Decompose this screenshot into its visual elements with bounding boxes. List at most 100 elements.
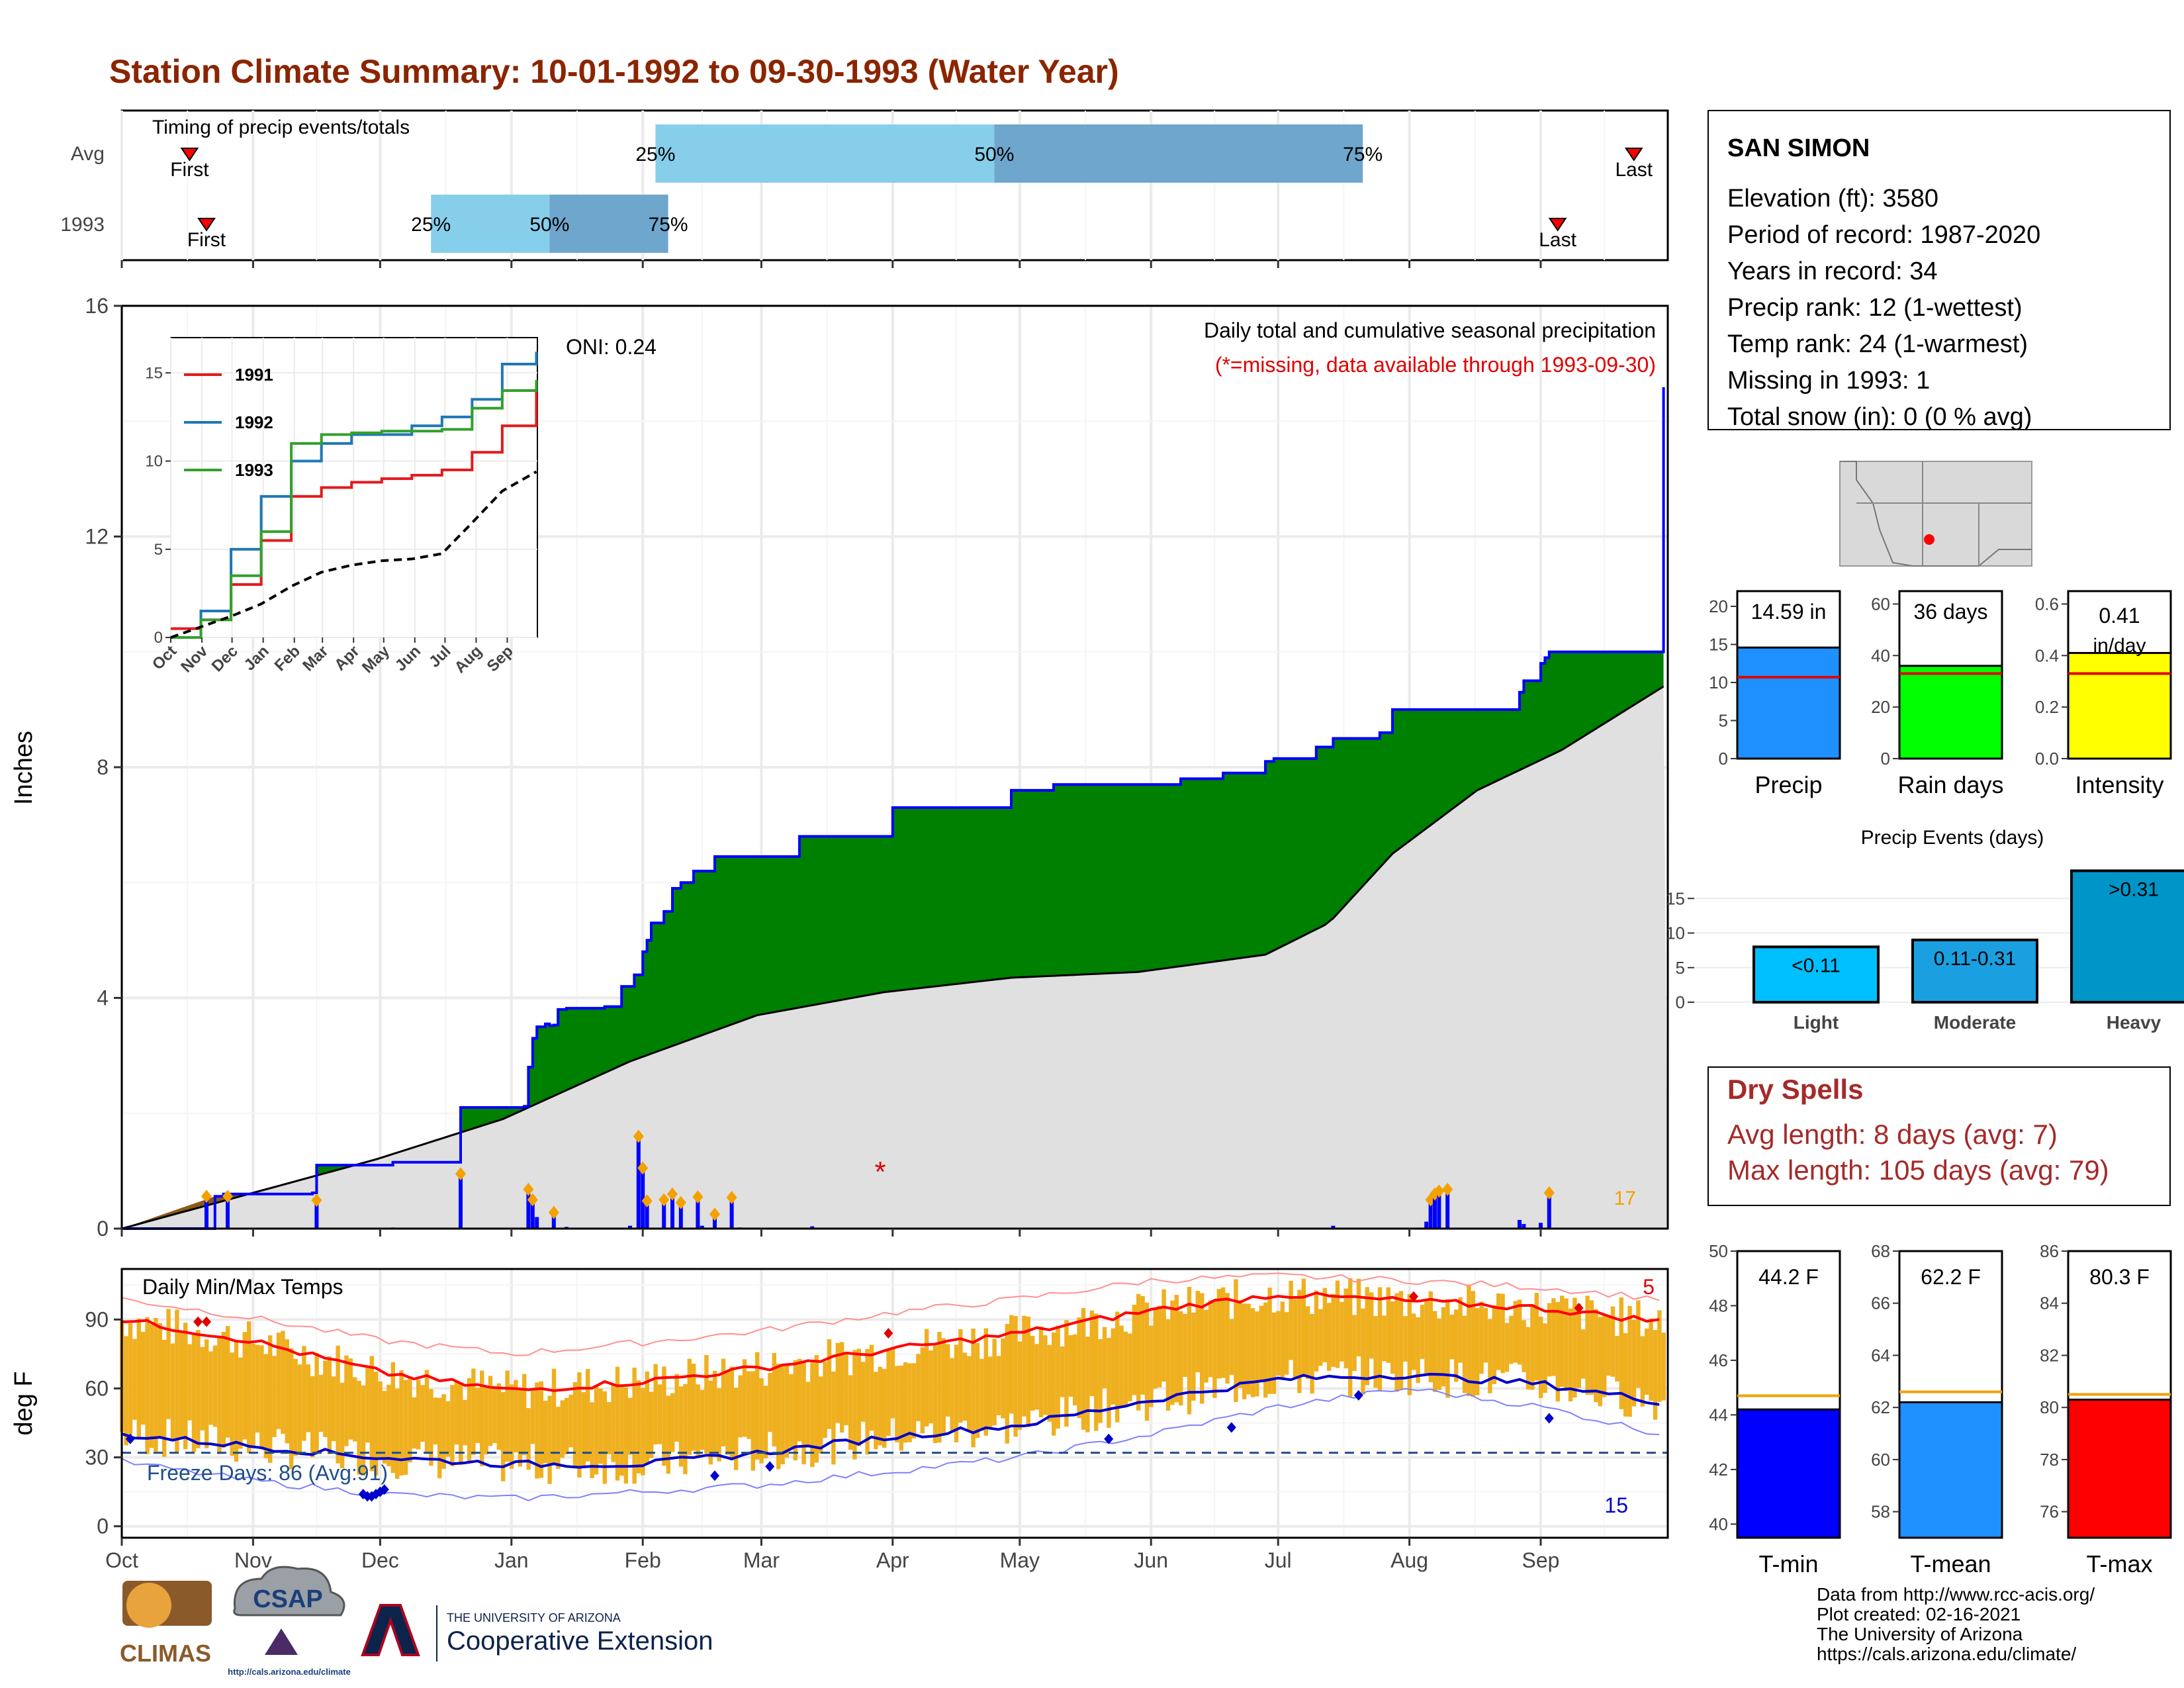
daily-temp-range-bar <box>505 1370 510 1462</box>
daily-temp-range-bar <box>124 1336 128 1446</box>
daily-temp-range-bar <box>929 1350 933 1424</box>
daily-temp-range-bar <box>666 1395 670 1474</box>
daily-precip-bar <box>226 1196 230 1229</box>
summary-y-tick-label: 0.0 <box>2035 749 2059 769</box>
daily-temp-range-bar <box>318 1374 324 1432</box>
daily-temp-range-bar <box>729 1366 734 1461</box>
station-line: Elevation (ft): 3580 <box>1727 185 1938 212</box>
daily-temp-range-bar <box>1394 1293 1399 1392</box>
temp-panel: 0 30 60 90 Oct Nov Dec Jan Feb Mar Apr May Jun Jul Au… <box>10 260 1669 1572</box>
daily-temp-range-bar <box>1488 1319 1492 1393</box>
daily-temp-range-bar <box>1271 1312 1277 1394</box>
daily-precip-bar <box>645 1201 649 1229</box>
daily-temp-range-bar <box>1424 1299 1429 1376</box>
daily-temp-range-bar <box>501 1391 506 1481</box>
daily-temp-range-bar <box>344 1355 349 1446</box>
daily-temp-range-bar <box>840 1342 844 1433</box>
daily-temp-range-bar <box>1267 1288 1272 1394</box>
daily-temp-range-bar <box>1263 1302 1268 1398</box>
temp-y-tick-label: 48 <box>1709 1295 1728 1315</box>
daily-temp-range-bar <box>1234 1279 1238 1403</box>
daily-precip-bar <box>628 1225 632 1229</box>
events-bar <box>1752 945 1880 1004</box>
timing-row-avg-label: Avg <box>71 143 105 165</box>
timing-panel: 25% 50% 75% First Last 25% 50% 75% First Last Tim… <box>60 109 1669 261</box>
daily-temp-range-bar <box>1492 1305 1496 1384</box>
daily-temp-range-bar <box>848 1375 853 1450</box>
daily-precip-bar <box>636 1136 641 1229</box>
temp-y-tick-label: 46 <box>1709 1350 1728 1370</box>
timing-marker-label: First <box>187 229 226 251</box>
temp-bar-label: T-min <box>1759 1550 1819 1577</box>
climas-sun-graphic <box>126 1583 171 1628</box>
daily-temp-range-bar <box>619 1387 624 1476</box>
station-line: Precip rank: 12 (1-wettest) <box>1727 294 2023 322</box>
temp-plot <box>120 1272 1668 1502</box>
events-value-label: <0.11 <box>1792 955 1841 976</box>
daily-temp-range-bar <box>154 1317 158 1452</box>
daily-precip-bar <box>1445 1189 1450 1229</box>
daily-temp-range-bar <box>514 1380 518 1453</box>
daily-temp-range-bar <box>323 1360 328 1438</box>
daily-temp-range-bar <box>1653 1330 1658 1420</box>
daily-temp-range-bar <box>281 1331 285 1434</box>
daily-temp-range-bar <box>1001 1338 1005 1419</box>
climas-wordmark: CLIMAS <box>120 1640 211 1667</box>
daily-temp-range-bar <box>899 1365 903 1451</box>
summary-y-tick-label: 20 <box>1871 697 1890 717</box>
temp-bar-label: T-max <box>2086 1550 2152 1577</box>
record-low-count: 15 <box>1604 1493 1628 1517</box>
daily-temp-range-bar <box>823 1361 827 1438</box>
daily-temp-range-bar <box>1627 1305 1632 1417</box>
csap-logo: CSAP http://cals.arizona.edu/climate <box>228 1566 351 1677</box>
daily-precip-bar <box>551 1212 556 1229</box>
daily-temp-range-bar <box>865 1348 870 1455</box>
daily-temp-range-bar <box>1581 1329 1586 1379</box>
x-tick-label: Feb <box>625 1548 661 1572</box>
daily-temp-range-bar <box>1412 1313 1416 1370</box>
daily-precip-bar <box>205 1196 208 1229</box>
daily-temp-range-bar <box>459 1382 463 1465</box>
missing-marker: * <box>874 1156 886 1188</box>
event-count-label: 17 <box>1614 1188 1636 1209</box>
daily-temp-range-bar <box>336 1345 340 1464</box>
dry-spells-title: Dry Spells <box>1727 1074 1863 1105</box>
record-high-line <box>121 1272 1660 1356</box>
daily-temp-range-bar <box>382 1391 387 1464</box>
precip-events-chart: Precip Events (days) 0 5 10 15 <0.11 Light 0.1… <box>1666 827 2184 1033</box>
average-cumulative-line <box>121 685 1664 1230</box>
map-frame <box>1839 461 2032 567</box>
ua-a-mark <box>361 1604 420 1656</box>
summary-y-tick-label: 15 <box>1709 635 1728 655</box>
record-low-marker <box>1544 1413 1554 1424</box>
daily-temp-range-bar <box>1259 1305 1263 1383</box>
cumulative-precip-line <box>122 387 1665 1230</box>
credit-line: The University of Arizona <box>1817 1624 2023 1644</box>
daily-temp-range-bar <box>717 1388 721 1462</box>
daily-temp-range-bar <box>302 1346 306 1441</box>
daily-temp-range-bar <box>611 1385 615 1462</box>
daily-temp-range-bar <box>310 1376 315 1458</box>
daily-temp-range-bar <box>962 1352 967 1421</box>
daily-precip-bar <box>530 1199 535 1229</box>
summary-bar <box>1898 665 2003 760</box>
record-low-marker <box>1353 1389 1363 1401</box>
daily-temp-range-bar <box>357 1381 361 1475</box>
record-low-marker <box>1104 1433 1114 1444</box>
daily-temp-range-bar <box>903 1362 908 1443</box>
daily-temp-range-bar <box>1068 1335 1073 1397</box>
y-tick-label: 16 <box>85 294 109 318</box>
daily-temp-range-bar <box>1340 1301 1344 1362</box>
daily-temp-range-bar <box>1437 1318 1441 1390</box>
daily-temp-range-bar <box>1170 1300 1175 1405</box>
temp-y-tick-label: 40 <box>1709 1514 1728 1534</box>
daily-temp-range-bar <box>226 1326 230 1438</box>
daily-temp-range-bar <box>1534 1293 1539 1381</box>
daily-temp-range-bar <box>560 1400 565 1458</box>
inset-y-tick-label: 15 <box>145 364 163 382</box>
daily-temp-range-bar <box>678 1386 684 1467</box>
daily-temp-range-bar <box>751 1371 755 1471</box>
daily-temp-range-bar <box>1602 1315 1607 1397</box>
events-y-tick-label: 10 <box>1666 923 1685 943</box>
temp-y-axis: 0 30 60 90 <box>85 1307 122 1538</box>
